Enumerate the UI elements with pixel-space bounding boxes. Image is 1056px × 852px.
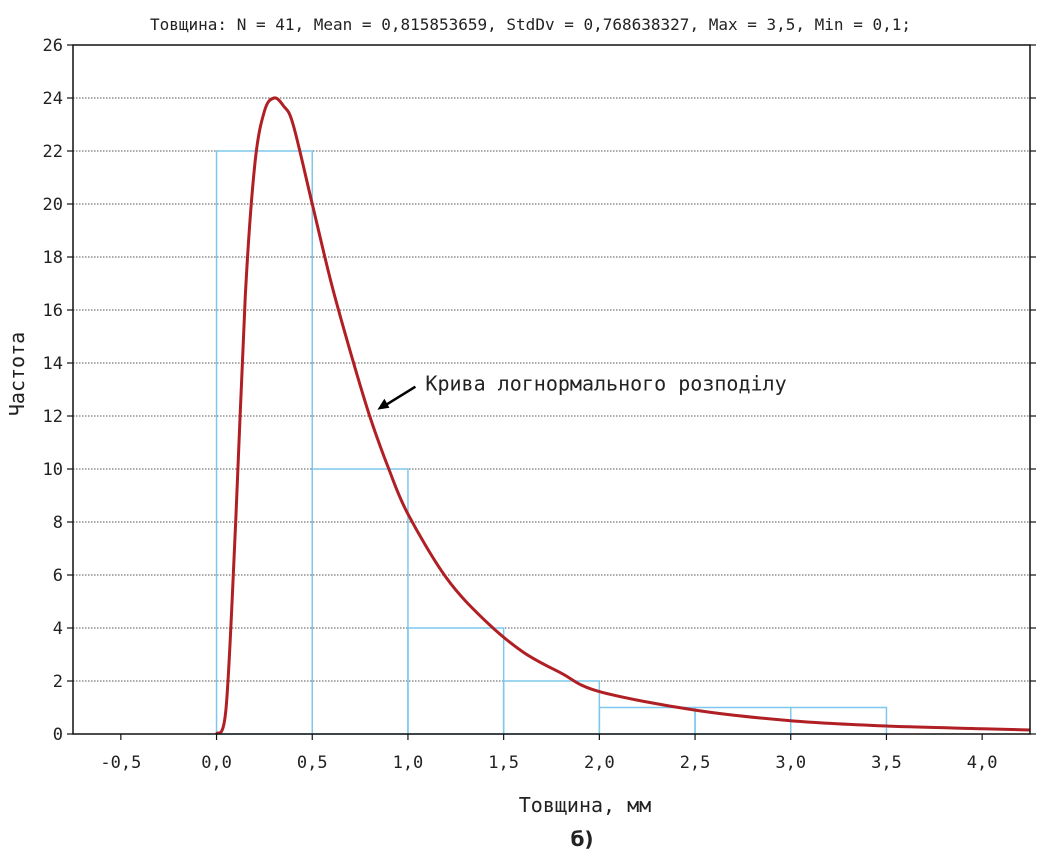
y-tick-label: 18 <box>43 248 63 268</box>
y-tick-label: 20 <box>43 195 63 215</box>
y-tick-label: 8 <box>53 513 63 533</box>
y-tick-label: 24 <box>43 89 63 109</box>
x-tick-label: 0,5 <box>297 753 328 773</box>
x-tick-label: 3,0 <box>775 753 806 773</box>
y-tick-label: 12 <box>43 407 63 427</box>
y-axis-label: Частота <box>5 332 29 416</box>
x-axis-label: Товщина, мм <box>519 793 651 817</box>
x-tick-label: -0,5 <box>100 753 141 773</box>
histogram-bar-4 <box>598 706 696 735</box>
curve-annotation: Крива логнормального розподілу <box>377 372 787 410</box>
lognormal-curve <box>215 96 1031 735</box>
annotation-arrow-head <box>377 398 390 410</box>
histogram-bar-1 <box>311 468 409 735</box>
x-tick-label: 4,0 <box>967 753 998 773</box>
grid-lines <box>73 97 1030 682</box>
chart-title: Товщина: N = 41, Mean = 0,815853659, Std… <box>150 15 911 34</box>
y-tick-label: 10 <box>43 460 63 480</box>
y-tick-label: 26 <box>43 36 63 56</box>
plot-frame-rect <box>72 44 1031 735</box>
y-tick-label: 6 <box>53 566 63 586</box>
y-tick-label: 4 <box>53 619 63 639</box>
x-tick-label: 1,0 <box>393 753 424 773</box>
y-tick-label: 16 <box>43 301 63 321</box>
x-tick-label: 2,5 <box>680 753 711 773</box>
y-tick-label: 0 <box>53 725 63 745</box>
panel-label: б) <box>570 827 593 851</box>
x-tick-label: 0,0 <box>201 753 232 773</box>
x-tick-label: 3,5 <box>871 753 902 773</box>
y-tick-label: 2 <box>53 672 63 692</box>
annotation-text: Крива логнормального розподілу <box>425 372 786 396</box>
x-tick-label: 1,5 <box>488 753 519 773</box>
histogram-bars <box>215 150 888 735</box>
x-axis-ticks: -0,5 0,0 0,5 1,0 1,5 2,0 2,5 3,0 3,5 4,0 <box>100 734 998 773</box>
x-tick-label: 2,0 <box>584 753 615 773</box>
lognormal-curve-layer <box>215 96 1031 735</box>
histogram-bar-3 <box>502 680 601 735</box>
y-tick-label: 14 <box>43 354 63 374</box>
plot-frame <box>72 44 1031 735</box>
y-tick-label: 22 <box>43 142 63 162</box>
